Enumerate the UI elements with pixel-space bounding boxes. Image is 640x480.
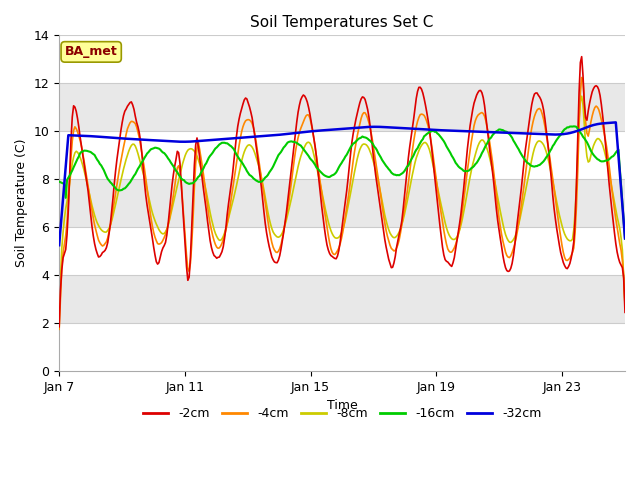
Bar: [59, 227, 625, 275]
Text: BA_met: BA_met: [65, 46, 118, 59]
Bar: [59, 323, 625, 371]
X-axis label: Time: Time: [326, 399, 358, 412]
Bar: [59, 131, 625, 179]
Bar: [59, 36, 625, 84]
Y-axis label: Soil Temperature (C): Soil Temperature (C): [15, 139, 28, 267]
Title: Soil Temperatures Set C: Soil Temperatures Set C: [250, 15, 434, 30]
Legend: -2cm, -4cm, -8cm, -16cm, -32cm: -2cm, -4cm, -8cm, -16cm, -32cm: [138, 402, 547, 425]
